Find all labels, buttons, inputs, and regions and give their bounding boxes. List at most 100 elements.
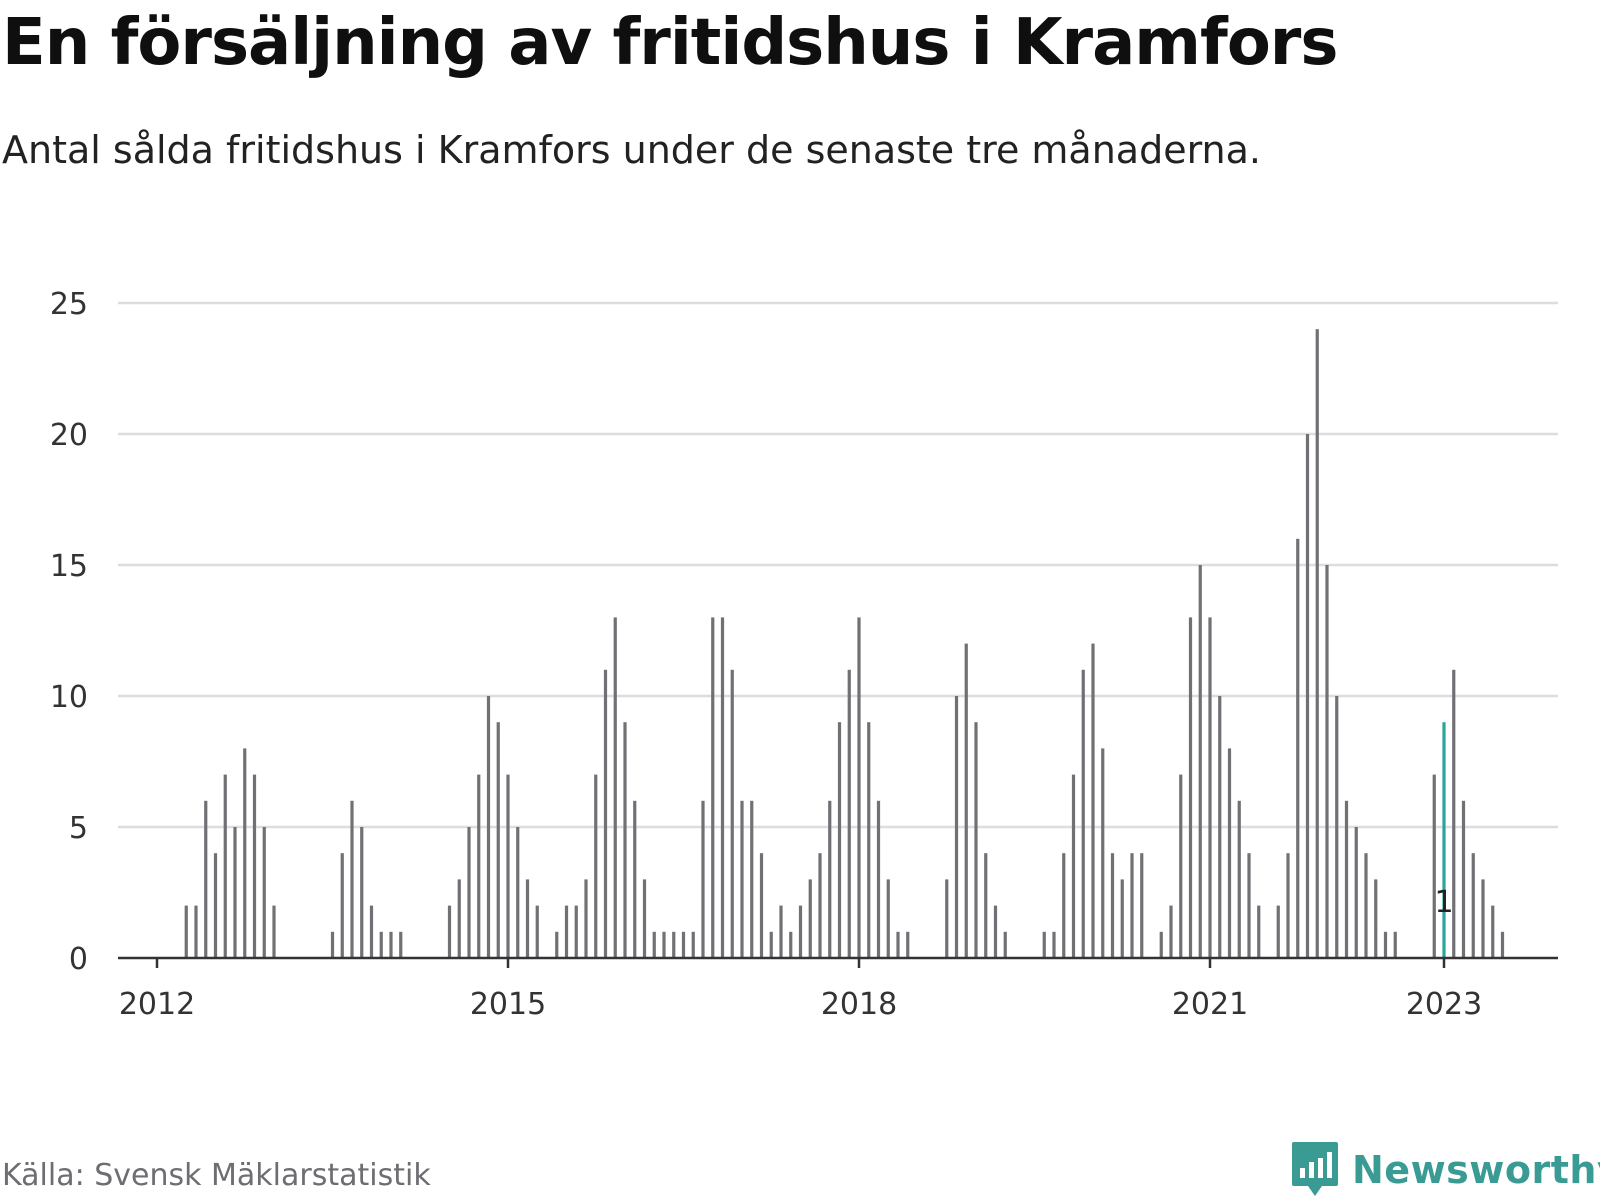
bar xyxy=(711,617,715,958)
bar xyxy=(945,879,949,958)
bar xyxy=(1335,696,1339,958)
bar xyxy=(1169,905,1173,958)
bar xyxy=(204,800,208,958)
bar xyxy=(769,931,773,958)
bar xyxy=(516,827,520,958)
bar xyxy=(857,617,861,958)
bar xyxy=(379,931,383,958)
bar xyxy=(964,643,968,958)
bar xyxy=(672,931,676,958)
bar xyxy=(798,905,803,958)
bar xyxy=(1247,853,1251,958)
bar xyxy=(1383,931,1388,958)
bar xyxy=(1315,329,1319,958)
bar xyxy=(252,774,257,958)
bar xyxy=(506,774,510,958)
bar xyxy=(525,879,530,958)
bar xyxy=(1452,669,1456,958)
bar xyxy=(1354,827,1358,958)
bar xyxy=(1101,748,1105,958)
bar xyxy=(213,853,218,958)
bar xyxy=(1159,931,1163,958)
bar xyxy=(867,722,871,958)
bar xyxy=(1227,748,1232,958)
bar xyxy=(662,931,666,958)
x-tick-label: 2021 xyxy=(1172,987,1248,1022)
highlight-value-label: 1 xyxy=(1434,885,1453,920)
x-tick-label: 2023 xyxy=(1406,987,1482,1022)
bar xyxy=(1325,565,1329,958)
bar xyxy=(1276,905,1280,958)
bar xyxy=(1305,434,1310,958)
bar xyxy=(233,827,237,958)
bar xyxy=(477,774,481,958)
x-tick-label: 2018 xyxy=(821,987,897,1022)
bar xyxy=(828,800,832,958)
bar xyxy=(1130,853,1134,958)
bar xyxy=(1374,879,1378,958)
bar xyxy=(681,931,686,958)
bar xyxy=(1081,669,1085,958)
bar xyxy=(564,905,569,958)
bar xyxy=(399,931,403,958)
bar xyxy=(389,931,393,958)
bar xyxy=(1296,538,1300,958)
source-note: Källa: Svensk Mäklarstatistik xyxy=(2,1158,431,1193)
bar xyxy=(340,853,344,958)
bar xyxy=(1140,853,1144,958)
bar xyxy=(1481,879,1485,958)
bar xyxy=(535,905,539,958)
bar xyxy=(1432,774,1436,958)
y-tick-label: 5 xyxy=(69,811,88,846)
y-tick-label: 15 xyxy=(50,549,88,584)
bar xyxy=(896,931,900,958)
bar xyxy=(954,696,959,958)
bar xyxy=(1364,853,1368,958)
bar xyxy=(1257,905,1261,958)
bar xyxy=(642,879,647,958)
x-tick-label: 2015 xyxy=(470,987,546,1022)
bar xyxy=(496,722,500,958)
bar xyxy=(184,905,188,958)
bar xyxy=(603,669,608,958)
bar xyxy=(720,617,725,958)
brand-name: Newsworthy xyxy=(1352,1148,1600,1192)
bar xyxy=(886,879,890,958)
bar xyxy=(993,905,998,958)
bar xyxy=(1091,643,1095,958)
bar xyxy=(272,905,276,958)
bar xyxy=(330,931,335,958)
bar xyxy=(584,879,588,958)
bar xyxy=(1198,565,1202,958)
bar xyxy=(818,853,822,958)
bar xyxy=(1179,774,1183,958)
bar xyxy=(789,931,793,958)
bar xyxy=(759,853,764,958)
chart-subtitle: Antal sålda fritidshus i Kramfors under … xyxy=(2,128,1261,172)
bar xyxy=(1003,931,1007,958)
bar xyxy=(613,617,617,958)
bar xyxy=(1218,696,1222,958)
bar xyxy=(876,800,881,958)
bar-highlight xyxy=(1442,722,1446,958)
bar-chart-speech-bubble-icon xyxy=(1292,1142,1338,1196)
bar xyxy=(574,905,578,958)
bar xyxy=(1500,931,1505,958)
bar xyxy=(1188,617,1193,958)
bar xyxy=(555,931,559,958)
bar xyxy=(730,669,734,958)
bar xyxy=(350,800,354,958)
brand-logo[interactable]: Newsworthy xyxy=(1290,1140,1600,1200)
bar xyxy=(262,827,266,958)
bar xyxy=(1208,617,1212,958)
bar xyxy=(1052,931,1056,958)
bar xyxy=(701,800,705,958)
bar xyxy=(808,879,812,958)
bar xyxy=(1237,800,1241,958)
bar xyxy=(1461,800,1466,958)
bar-chart: 0 5 10 15 20 25 1 2012 2015 2018 2021 2023 xyxy=(50,287,1558,1022)
bar xyxy=(779,905,783,958)
bar xyxy=(360,827,364,958)
y-tick-label: 25 xyxy=(50,287,88,322)
bar xyxy=(623,722,627,958)
